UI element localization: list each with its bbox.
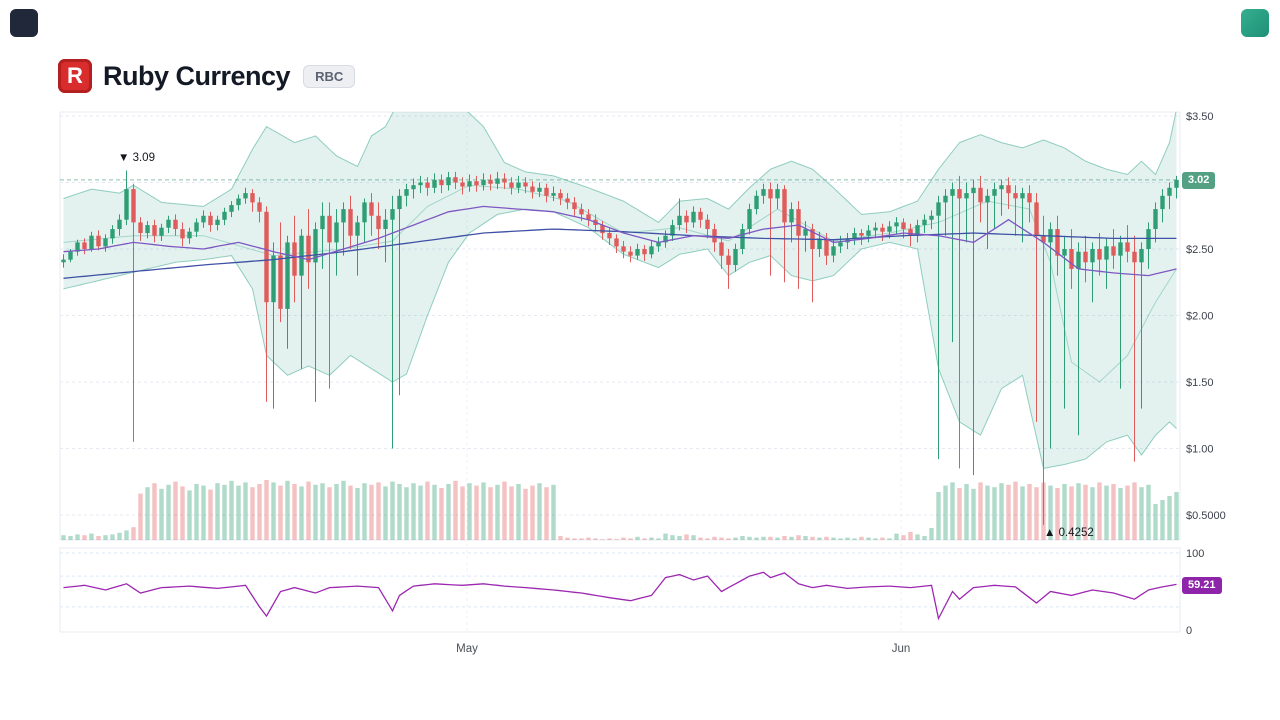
corner-badge-left-icon	[10, 9, 38, 37]
x-axis-label: Jun	[892, 643, 911, 655]
app-logo-icon: R	[58, 59, 92, 93]
price-tick-label: $3.50	[1186, 111, 1214, 123]
rsi-pane	[59, 547, 1181, 633]
price-pane	[59, 111, 1181, 541]
price-layers	[60, 112, 1180, 540]
bollinger-fill	[63, 112, 1177, 469]
rsi-tick-label: 0	[1186, 625, 1192, 637]
high-annotation: ▼ 3.09	[118, 152, 155, 164]
price-tick-label: $2.00	[1186, 311, 1214, 323]
price-tick-label: $2.50	[1186, 244, 1214, 256]
last-price-badge: 3.02	[1182, 172, 1216, 189]
corner-badge-right-icon	[1241, 9, 1269, 37]
rsi-tick-label: 100	[1186, 548, 1204, 560]
ticker-badge: RBC	[303, 64, 356, 88]
price-tick-label: $1.00	[1186, 444, 1214, 456]
x-axis-label: May	[456, 643, 478, 655]
price-tick-label: $1.50	[1186, 377, 1214, 389]
rsi-value-badge: 59.21	[1182, 577, 1222, 594]
price-tick-label: $0.5000	[1186, 510, 1226, 522]
page-title: Ruby Currency	[103, 60, 291, 91]
header: R Ruby Currency RBC	[58, 59, 356, 93]
low-annotation: ▲ 0.4252	[1044, 527, 1094, 539]
